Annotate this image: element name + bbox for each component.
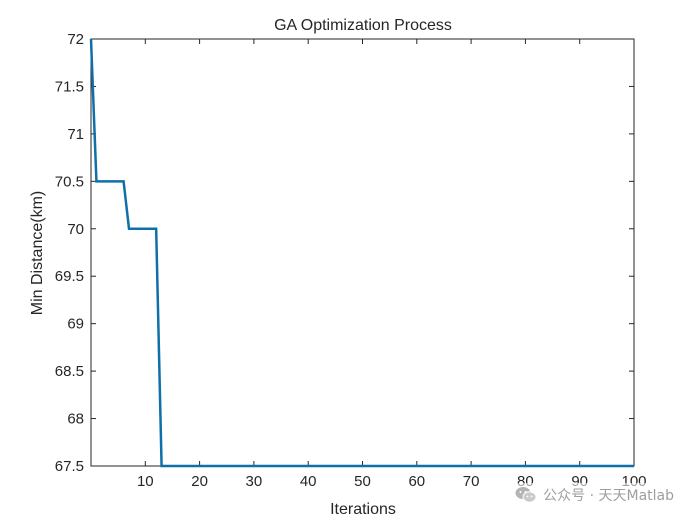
axes: [90, 38, 635, 467]
y-axis-label: Min Distance(km): [29, 191, 46, 315]
y-tick-label: 71.5: [55, 78, 84, 95]
x-tick-label: 10: [137, 473, 154, 490]
y-tick-label: 69: [67, 316, 84, 333]
y-tick-label: 72: [67, 31, 84, 48]
x-axis-label: Iterations: [330, 501, 396, 518]
watermark-text: 公众号 · 天天Matlab: [543, 488, 674, 504]
series: [89, 38, 634, 468]
y-tick-label: 71: [67, 126, 84, 143]
y-tick-label: 70: [67, 221, 84, 238]
x-tick-label: 40: [300, 473, 317, 490]
x-tick-label: 20: [191, 473, 208, 490]
plot-area: [90, 38, 635, 467]
y-tick-label: 69.5: [55, 268, 84, 285]
wechat-icon: [515, 487, 537, 503]
x-tick-label: 30: [246, 473, 263, 490]
series-line: [89, 38, 634, 468]
y-tick-label: 68: [67, 411, 84, 428]
x-tick-label: 60: [408, 473, 425, 490]
x-tick-label: 70: [463, 473, 480, 490]
watermark: 公众号 · 天天Matlab: [511, 483, 678, 507]
y-tick-label: 67.5: [55, 458, 84, 475]
y-tick-label: 70.5: [55, 173, 84, 190]
x-tick-label: 50: [354, 473, 371, 490]
y-tick-label: 68.5: [55, 363, 84, 380]
chart-title: GA Optimization Process: [274, 17, 452, 34]
